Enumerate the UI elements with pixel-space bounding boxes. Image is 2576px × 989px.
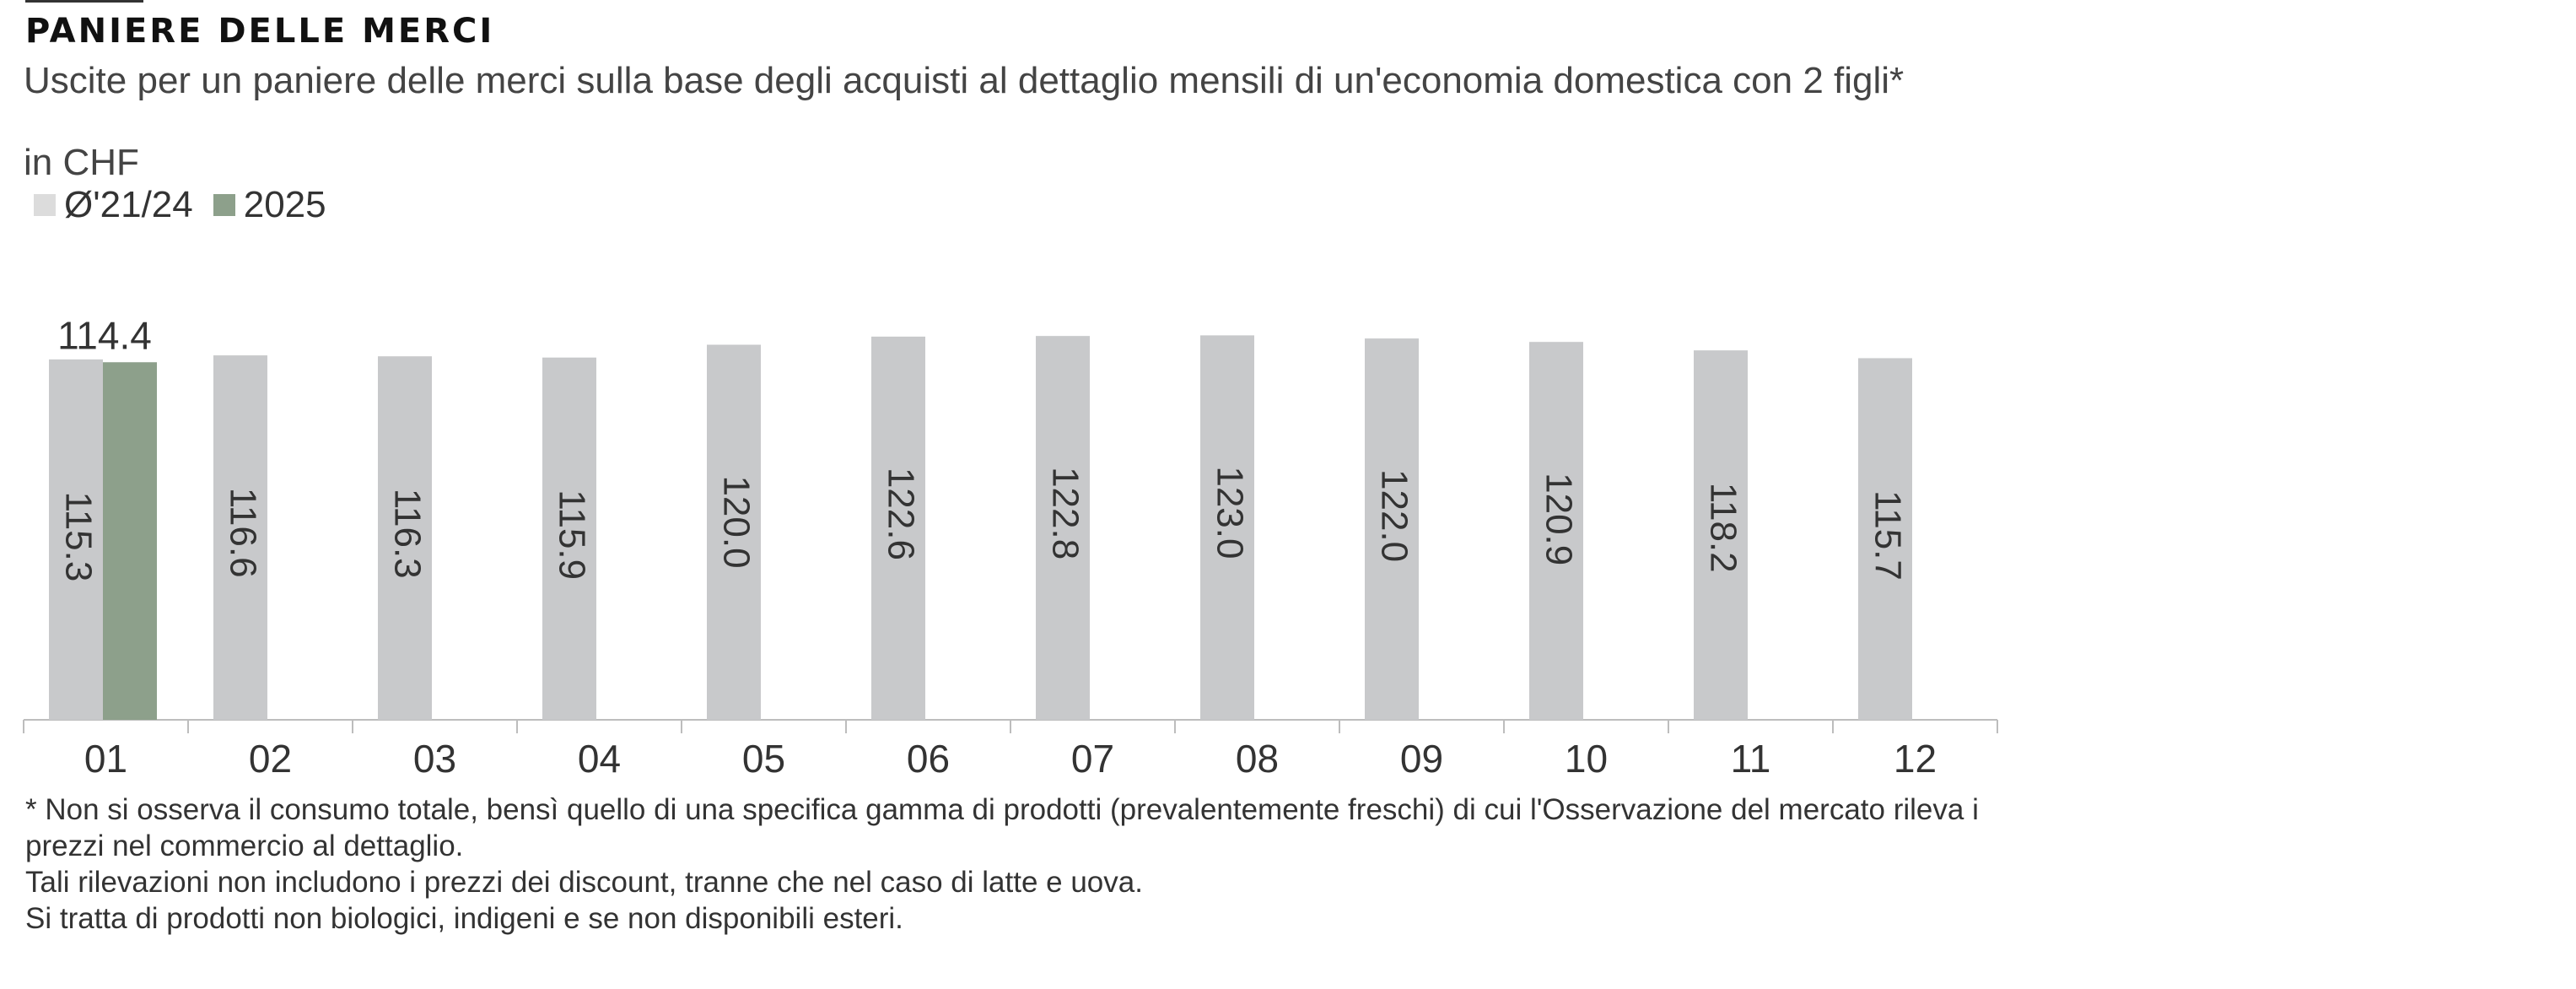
footnote-line-1: * Non si osserva il consumo totale, bens… <box>25 793 1979 862</box>
bar-avg-03 <box>378 356 432 720</box>
x-tick-label: 09 <box>1400 737 1443 781</box>
footnote: * Non si osserva il consumo totale, bens… <box>25 792 2033 937</box>
bar-year-01 <box>103 362 157 720</box>
x-tick-label: 08 <box>1236 737 1279 781</box>
chart-title: PANIERE DELLE MERCI <box>25 12 495 51</box>
bar-avg-01 <box>49 359 103 720</box>
legend-label-2025: 2025 <box>243 184 326 225</box>
bar-value-label: 115.3 <box>57 492 99 582</box>
bar-value-label: 115.7 <box>1867 490 1908 581</box>
x-tick-label: 01 <box>84 737 127 781</box>
legend-item-avg: Ø'21/24 <box>34 184 193 226</box>
bar-avg-05 <box>707 344 761 720</box>
unit-label: in CHF <box>24 142 139 183</box>
x-tick-label: 07 <box>1071 737 1114 781</box>
title-rule <box>25 0 143 3</box>
legend: Ø'21/24 2025 <box>34 184 347 226</box>
x-tick-label: 05 <box>742 737 785 781</box>
legend-item-2025: 2025 <box>213 184 326 226</box>
bar-value-label: 122.0 <box>1373 469 1415 562</box>
x-tick-label: 02 <box>249 737 292 781</box>
bar-avg-08 <box>1200 335 1254 720</box>
bar-avg-09 <box>1365 338 1419 720</box>
x-tick-label: 11 <box>1731 737 1771 781</box>
legend-swatch-avg <box>34 194 56 216</box>
bar-value-label: 123.0 <box>1209 466 1250 559</box>
footnote-line-3: Si tratta di prodotti non biologici, ind… <box>25 902 903 935</box>
x-tick-label: 04 <box>578 737 621 781</box>
legend-swatch-2025 <box>213 194 235 216</box>
bar-avg-07 <box>1036 336 1090 720</box>
x-tick-label: 10 <box>1565 737 1608 781</box>
bar-value-label: 120.0 <box>715 475 757 568</box>
bar-avg-10 <box>1529 342 1583 720</box>
bar-value-label: 114.4 <box>57 313 152 357</box>
bar-avg-11 <box>1694 350 1748 720</box>
chart-subtitle: Uscite per un paniere delle merci sulla … <box>24 60 1905 101</box>
bar-value-label: 122.8 <box>1044 467 1086 559</box>
bar-value-label: 116.6 <box>222 488 263 578</box>
bar-avg-02 <box>213 355 267 720</box>
x-tick-label: 12 <box>1894 737 1937 781</box>
legend-label-avg: Ø'21/24 <box>64 184 193 225</box>
bar-value-label: 118.2 <box>1702 483 1743 573</box>
bar-avg-06 <box>871 336 925 720</box>
bar-value-label: 120.9 <box>1538 473 1579 565</box>
bar-value-label: 122.6 <box>880 467 921 560</box>
x-tick-label: 06 <box>907 737 950 781</box>
bar-avg-12 <box>1858 358 1912 720</box>
bar-chart: 115.3 114.4 01 116.6 02 116.3 03 115.9 04 120.0 05… <box>23 313 1998 781</box>
bar-value-label: 116.3 <box>386 489 428 579</box>
bar-avg-04 <box>542 357 596 720</box>
footnote-line-2: Tali rilevazioni non includono i prezzi … <box>25 866 1143 899</box>
bar-value-label: 115.9 <box>551 489 592 580</box>
x-tick-label: 03 <box>413 737 456 781</box>
